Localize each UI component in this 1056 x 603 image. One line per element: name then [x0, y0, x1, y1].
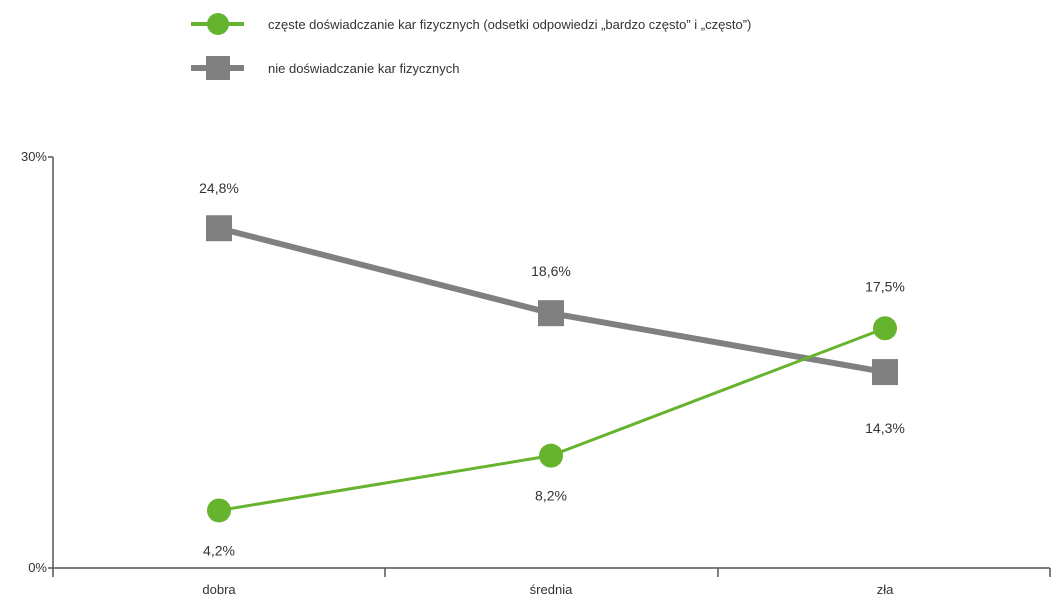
- x-tick-label: zła: [877, 582, 894, 597]
- series-line: [218, 225, 886, 376]
- data-label: 18,6%: [531, 263, 571, 279]
- axes: 0% 30% dobra średnia zła: [21, 149, 1051, 597]
- data-label: 4,2%: [203, 542, 235, 558]
- legend-swatch-marker: [207, 13, 229, 35]
- x-tick-label: średnia: [530, 582, 573, 597]
- data-point: [872, 359, 898, 386]
- data-label: 24,8%: [199, 180, 239, 196]
- legend-label: częste doświadczanie kar fizycznych (ods…: [268, 17, 751, 32]
- legend: częste doświadczanie kar fizycznych (ods…: [191, 13, 751, 80]
- data-point: [206, 215, 232, 242]
- data-point: [539, 443, 563, 468]
- data-point: [538, 300, 564, 327]
- data-labels: 24,8% 18,6% 14,3% 4,2% 8,2% 17,5%: [199, 180, 905, 558]
- y-tick-label: 0%: [28, 560, 47, 575]
- data-label: 8,2%: [535, 488, 567, 504]
- x-tick-label: dobra: [202, 582, 236, 597]
- data-point: [873, 316, 897, 341]
- data-label: 14,3%: [865, 420, 905, 436]
- legend-swatch-marker: [206, 56, 230, 80]
- data-label: 17,5%: [865, 278, 905, 294]
- series-layer: [206, 215, 898, 523]
- data-point: [207, 498, 231, 523]
- y-tick-label: 30%: [21, 149, 47, 164]
- legend-label: nie doświadczanie kar fizycznych: [268, 61, 459, 76]
